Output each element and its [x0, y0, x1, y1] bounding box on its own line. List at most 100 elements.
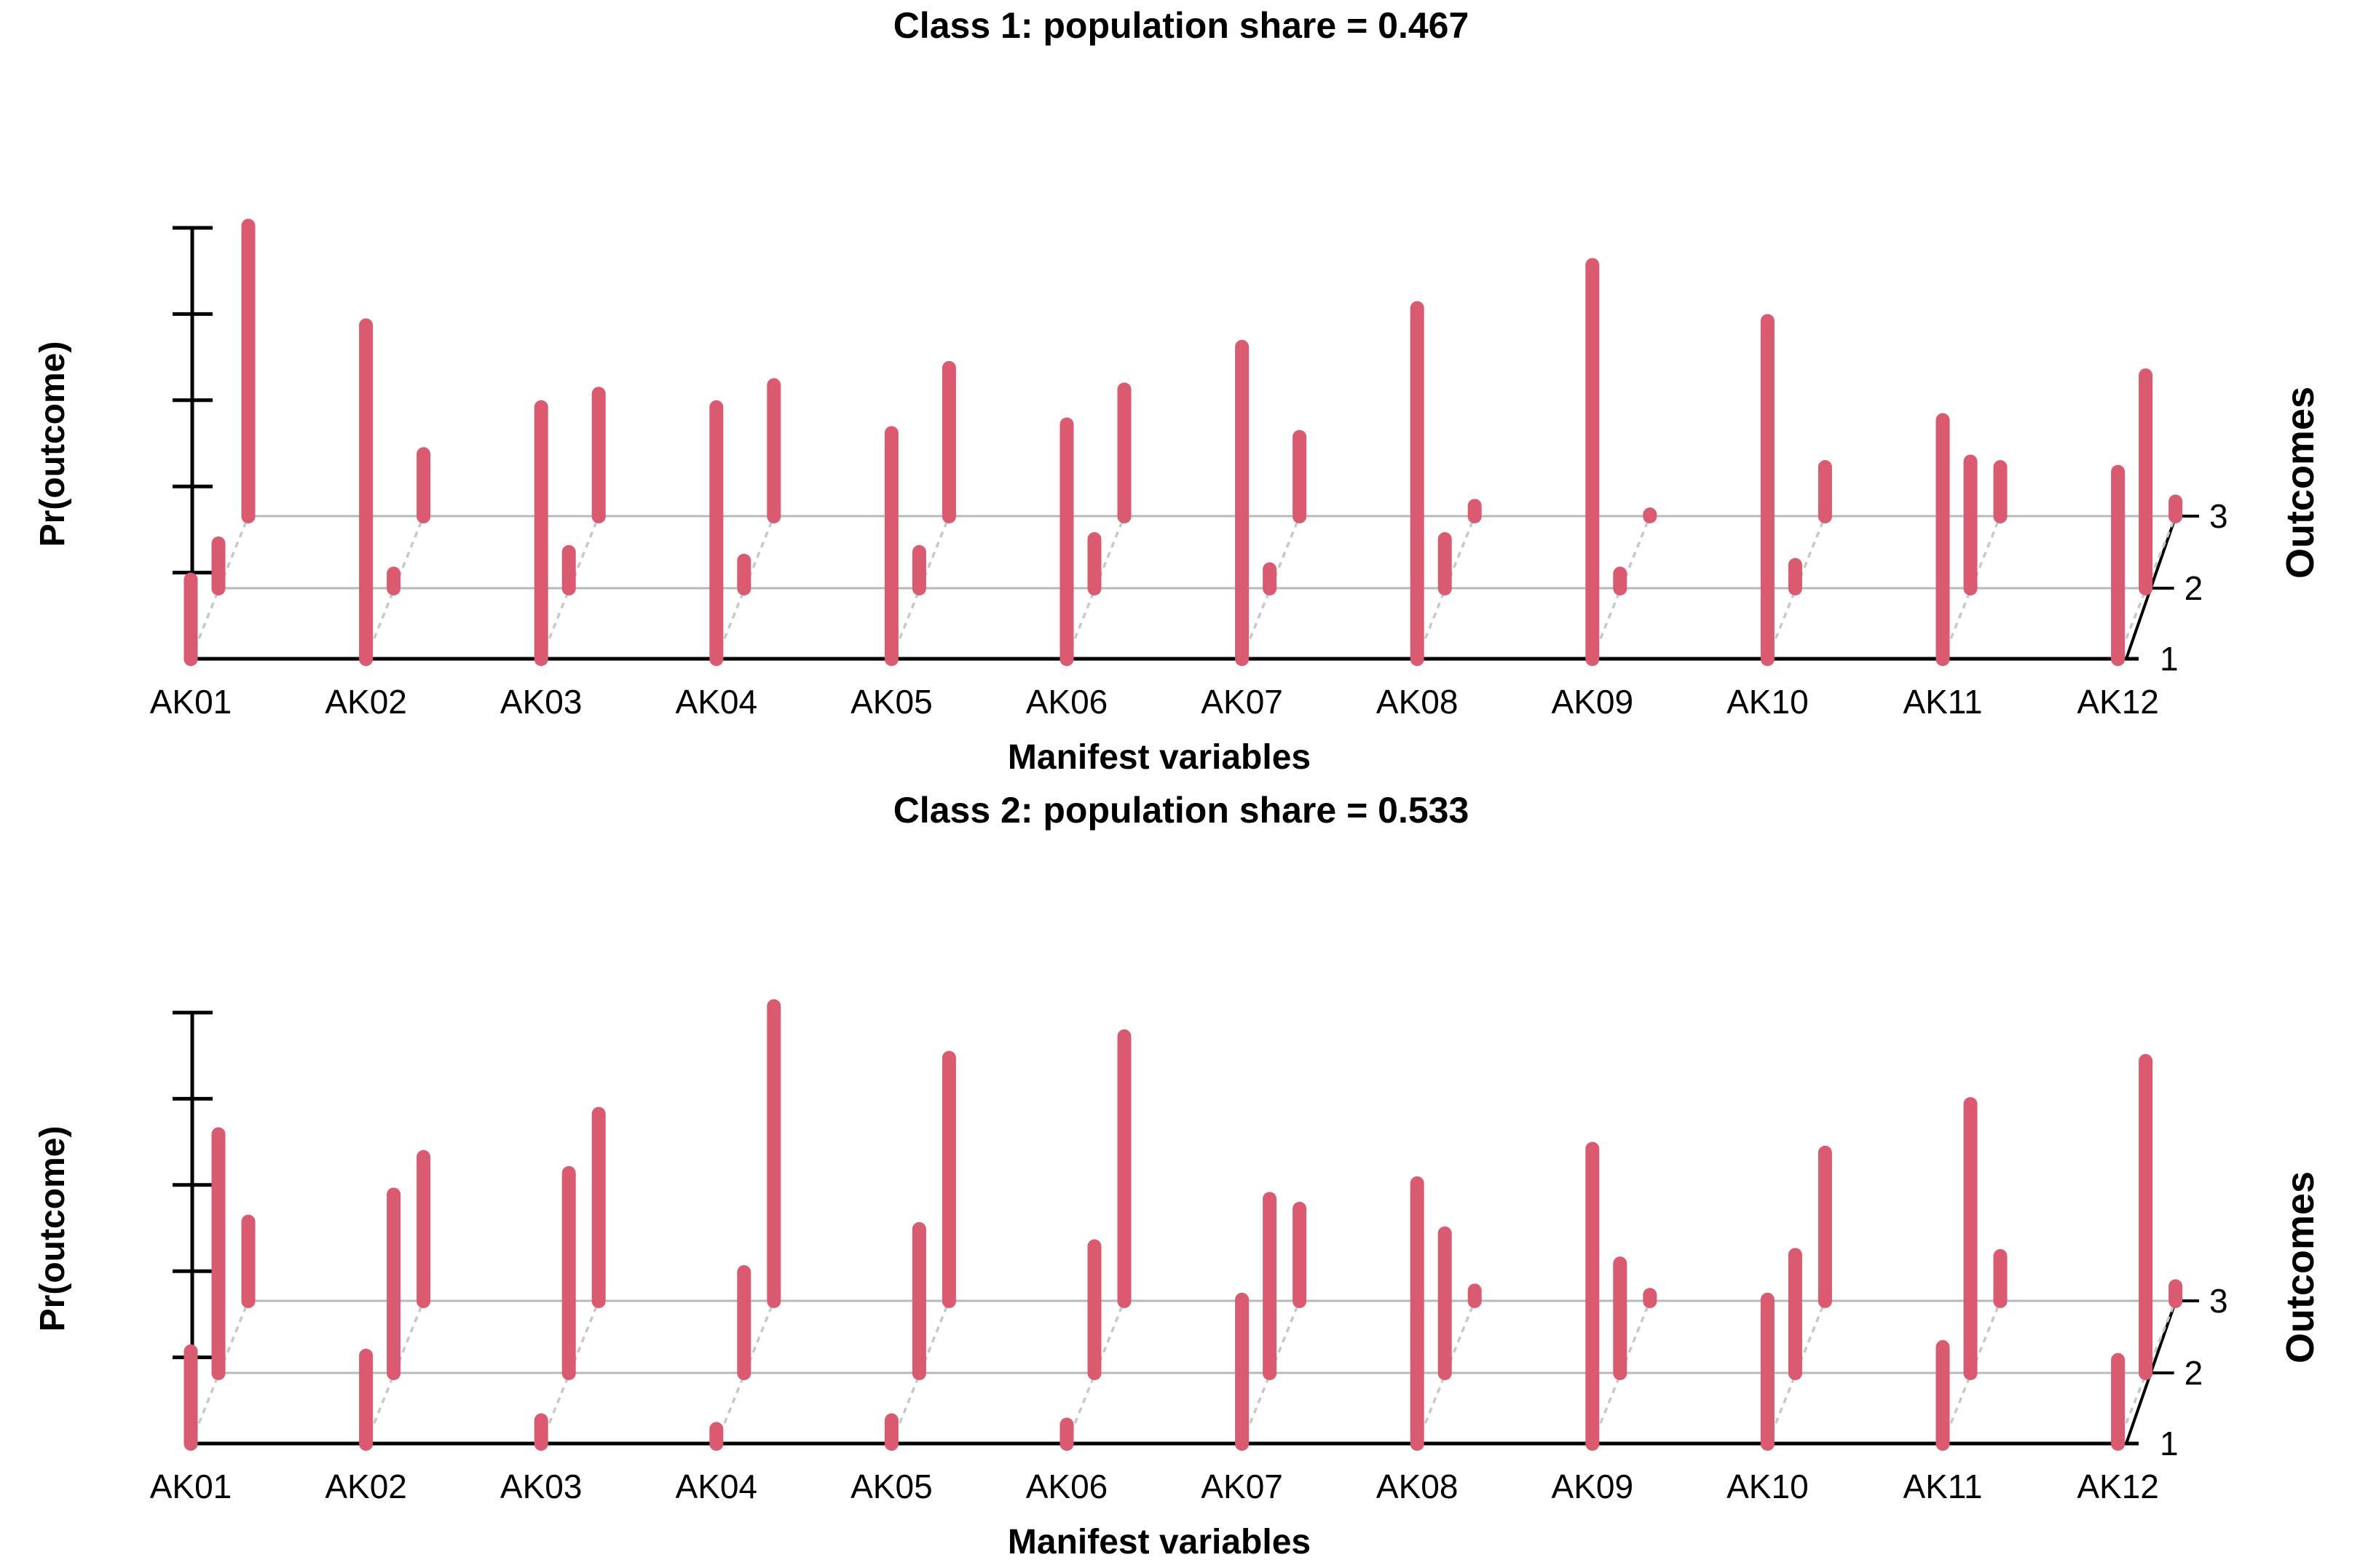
bar-ak07-outcome1 [1235, 339, 1250, 666]
bar-ak09-outcome3 [1643, 507, 1657, 523]
outcomes-tick-label-2: 2 [2185, 569, 2203, 607]
bar-ak09-outcome2 [1613, 566, 1627, 595]
bar-ak02-outcome1 [359, 1348, 374, 1451]
bar-ak09-outcome2 [1613, 1256, 1627, 1380]
panel-2-x-axis-title: Manifest variables [1008, 1523, 1311, 1561]
bar-ak02-outcome3 [417, 447, 431, 523]
bar-ak12-outcome1 [2111, 1353, 2126, 1451]
category-label-ak03: AK03 [500, 683, 583, 721]
bar-ak05-outcome2 [912, 1221, 926, 1380]
category-label-ak08: AK08 [1376, 683, 1459, 721]
bar-ak12-outcome2 [2139, 1053, 2153, 1380]
panel-2-title: Class 2: population share = 0.533 [893, 790, 1469, 831]
category-label-ak10: AK10 [1726, 683, 1809, 721]
panel-1-x-axis-title: Manifest variables [1008, 738, 1311, 777]
bar-ak06-outcome2 [1087, 1239, 1102, 1380]
bar-ak04-outcome2 [737, 1265, 751, 1380]
panel-2-plot-area: 123 AK01 AK02 AK03 AK04 AK05 AK06 AK07 AK08 AK09 A… [150, 999, 2228, 1505]
category-label-ak12: AK12 [2077, 683, 2159, 721]
panel-1-plot-area: 123 AK01 AK02 AK03 AK04 AK05 AK06 AK07 AK08 AK09 A… [150, 218, 2228, 721]
bar-ak07-outcome1 [1235, 1292, 1250, 1451]
panel-1-outcomes-axis-title: Outcomes [2278, 387, 2322, 579]
category-label-ak11: AK11 [1903, 683, 1982, 721]
bar-ak11-outcome3 [1993, 1248, 2008, 1308]
bar-ak10-outcome1 [1760, 314, 1775, 666]
bar-ak06-outcome3 [1117, 382, 1132, 523]
bar-ak01-outcome1 [183, 572, 198, 666]
bar-ak06-outcome1 [1059, 417, 1074, 666]
bar-ak11-outcome3 [1993, 460, 2008, 523]
panel-2-y-axis-title: Pr(outcome) [33, 1126, 72, 1332]
bar-ak01-outcome1 [183, 1344, 198, 1451]
bar-ak01-outcome3 [241, 1214, 256, 1308]
category-label-ak05: AK05 [851, 683, 933, 721]
bar-ak05-outcome1 [884, 1413, 899, 1451]
outcomes-tick-label-1: 1 [2160, 1425, 2179, 1462]
category-label-ak11: AK11 [1903, 1468, 1982, 1505]
outcomes-tick-label-3: 3 [2209, 1282, 2228, 1320]
bar-ak04-outcome3 [767, 378, 781, 523]
category-label-ak01: AK01 [150, 683, 232, 721]
category-label-ak06: AK06 [1026, 1468, 1108, 1505]
bar-ak12-outcome1 [2111, 464, 2126, 666]
bar-ak09-outcome1 [1585, 1141, 1600, 1451]
bar-ak07-outcome3 [1293, 429, 1307, 523]
bar-ak11-outcome2 [1963, 1097, 1978, 1380]
bar-ak08-outcome2 [1437, 1226, 1452, 1380]
bar-ak03-outcome3 [591, 1106, 606, 1308]
bar-ak06-outcome2 [1087, 532, 1102, 595]
bar-ak08-outcome1 [1410, 1176, 1424, 1451]
bar-ak03-outcome2 [561, 1165, 576, 1380]
bar-ak10-outcome2 [1788, 558, 1802, 595]
bar-ak10-outcome2 [1788, 1248, 1802, 1380]
bar-ak02-outcome2 [387, 566, 401, 595]
bar-ak04-outcome1 [709, 400, 724, 666]
panel-1-y-axis-title: Pr(outcome) [33, 341, 72, 547]
bar-ak02-outcome2 [387, 1187, 401, 1380]
category-label-ak04: AK04 [676, 683, 758, 721]
category-label-ak02: AK02 [325, 683, 407, 721]
bar-ak11-outcome2 [1963, 454, 1978, 595]
bar-ak02-outcome3 [417, 1149, 431, 1308]
category-label-ak10: AK10 [1726, 1468, 1809, 1505]
category-label-ak12: AK12 [2077, 1468, 2159, 1505]
bar-ak08-outcome3 [1467, 499, 1482, 523]
bar-ak10-outcome3 [1818, 460, 1832, 523]
category-label-ak07: AK07 [1201, 1468, 1283, 1505]
category-label-ak07: AK07 [1201, 683, 1283, 721]
bar-ak03-outcome2 [561, 545, 576, 595]
bar-ak01-outcome2 [211, 536, 226, 595]
bar-ak01-outcome2 [211, 1127, 226, 1380]
bar-ak01-outcome3 [241, 218, 256, 523]
bar-ak08-outcome3 [1467, 1283, 1482, 1308]
bar-ak09-outcome1 [1585, 258, 1600, 666]
bar-ak12-outcome2 [2139, 368, 2153, 595]
bar-ak08-outcome1 [1410, 301, 1424, 666]
category-label-ak01: AK01 [150, 1468, 232, 1505]
bar-ak02-outcome1 [359, 318, 374, 666]
bar-ak07-outcome2 [1263, 1192, 1277, 1380]
bar-ak07-outcome2 [1263, 562, 1277, 595]
bar-ak08-outcome2 [1437, 532, 1452, 595]
bar-ak06-outcome1 [1059, 1417, 1074, 1451]
category-label-ak04: AK04 [676, 1468, 758, 1505]
bar-ak05-outcome3 [942, 1050, 956, 1308]
panel-1-title: Class 1: population share = 0.467 [893, 5, 1469, 46]
category-label-ak03: AK03 [500, 1468, 583, 1505]
category-label-ak06: AK06 [1026, 683, 1108, 721]
bar-ak07-outcome3 [1293, 1201, 1307, 1308]
panel-class-2: Class 2: population share = 0.533 Manife… [33, 790, 2322, 1561]
bar-ak04-outcome2 [737, 553, 751, 595]
bar-ak03-outcome1 [534, 1413, 548, 1451]
bar-ak10-outcome3 [1818, 1145, 1832, 1308]
bar-ak03-outcome3 [591, 387, 606, 523]
outcomes-tick-label-1: 1 [2160, 640, 2179, 678]
panel-class-1: Class 1: population share = 0.467 Manife… [33, 5, 2322, 777]
outcomes-tick-label-3: 3 [2209, 497, 2228, 535]
outcomes-tick-label-2: 2 [2185, 1354, 2203, 1392]
bar-ak05-outcome2 [912, 545, 926, 595]
category-label-ak08: AK08 [1376, 1468, 1459, 1505]
bar-ak04-outcome1 [709, 1422, 724, 1451]
